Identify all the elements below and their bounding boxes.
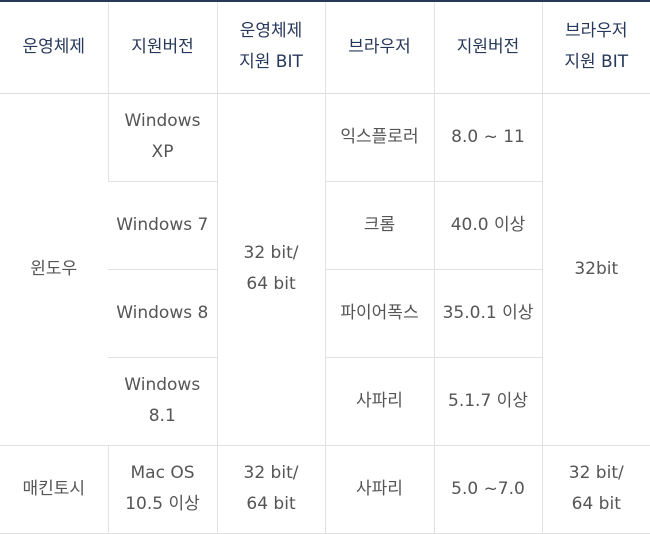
table-row-windows-7: Windows 7 크롬 40.0 이상: [0, 181, 650, 270]
browser-version-firefox: 35.0.1 이상: [433, 269, 542, 358]
table-row-windows-xp: 윈도우 Windows XP 32 bit/ 64 bit 익스플로러 8.0 …: [0, 93, 650, 446]
header-browser-bit-line1: 브라우저: [564, 21, 628, 42]
os-version-xp-line1: Windows: [124, 111, 201, 131]
os-bit-mac-line1: 32 bit/: [243, 463, 299, 483]
os-bit-mac-line2: 64 bit: [246, 494, 296, 514]
browser-safari-mac: 사파리: [324, 445, 434, 534]
os-version-xp-line2: XP: [151, 142, 174, 162]
os-version-7: Windows 7: [108, 181, 217, 270]
os-version-7-line1: Windows 7: [116, 214, 209, 235]
os-version-81: Windows 8.1: [108, 357, 217, 446]
os-version-81-line1: Windows: [124, 375, 201, 395]
header-browser-version: 지원버전: [433, 0, 542, 94]
browser-firefox: 파이어폭스: [324, 269, 434, 358]
browser-chrome: 크롬: [324, 181, 434, 270]
header-os-bit-line1: 운영체제: [239, 21, 303, 42]
browser-version-chrome: 40.0 이상: [433, 181, 542, 270]
browser-bit-mac-line2: 64 bit: [571, 494, 621, 514]
browser-bit-mac-line1: 32 bit/: [568, 463, 624, 483]
header-browser: 브라우저: [324, 0, 434, 94]
header-os-version-label: 지원버전: [131, 36, 194, 57]
header-os-bit-line2: 지원 BIT: [239, 52, 303, 73]
table-row-mac: 매킨토시 Mac OS 10.5 이상 32 bit/ 64 bit 사파리 5…: [0, 445, 650, 534]
os-version-mac-line2: 10.5 이상: [125, 494, 200, 514]
header-browser-label: 브라우저: [348, 36, 411, 57]
header-os: 운영체제: [0, 0, 108, 94]
os-version-mac-line1: Mac OS: [130, 463, 195, 483]
os-bit-windows-line2: 64 bit: [246, 274, 296, 294]
browser-safari-windows: 사파리: [324, 357, 434, 446]
browser-bit-mac: 32 bit/ 64 bit: [541, 445, 650, 534]
browser-version-safari-windows: 5.1.7 이상: [433, 357, 542, 446]
os-version-81-line2: 8.1: [148, 406, 176, 426]
header-os-bit: 운영체제 지원 BIT: [216, 0, 325, 94]
os-mac: 매킨토시: [0, 445, 108, 534]
os-windows: 윈도우: [0, 93, 108, 446]
header-browser-bit: 브라우저 지원 BIT: [541, 0, 650, 94]
os-bit-windows: 32 bit/ 64 bit: [216, 93, 325, 446]
header-os-label: 운영체제: [22, 36, 86, 57]
os-version-8-line1: Windows 8: [116, 302, 209, 323]
browser-ie: 익스플로러: [324, 93, 434, 182]
table-row-windows-81: Windows 8.1 사파리 5.1.7 이상: [0, 357, 650, 446]
os-version-8: Windows 8: [108, 269, 217, 358]
os-version-xp: Windows XP: [107, 93, 217, 182]
os-bit-mac: 32 bit/ 64 bit: [216, 445, 325, 534]
os-version-mac: Mac OS 10.5 이상: [107, 445, 217, 534]
header-row: 운영체제 지원버전 운영체제 지원 BIT 브라우저 지원버전 브라우저 지원 …: [0, 0, 650, 94]
header-browser-bit-line2: 지원 BIT: [564, 52, 629, 73]
browser-version-safari-mac: 5.0 ~7.0: [433, 445, 542, 534]
header-os-version: 지원버전: [107, 0, 217, 94]
browser-bit-windows: 32bit: [541, 93, 650, 446]
header-browser-version-label: 지원버전: [456, 36, 520, 57]
table-row-windows-8: Windows 8 파이어폭스 35.0.1 이상: [0, 269, 650, 358]
os-bit-windows-line1: 32 bit/: [243, 243, 299, 263]
browser-version-ie: 8.0 ~ 11: [433, 93, 542, 182]
